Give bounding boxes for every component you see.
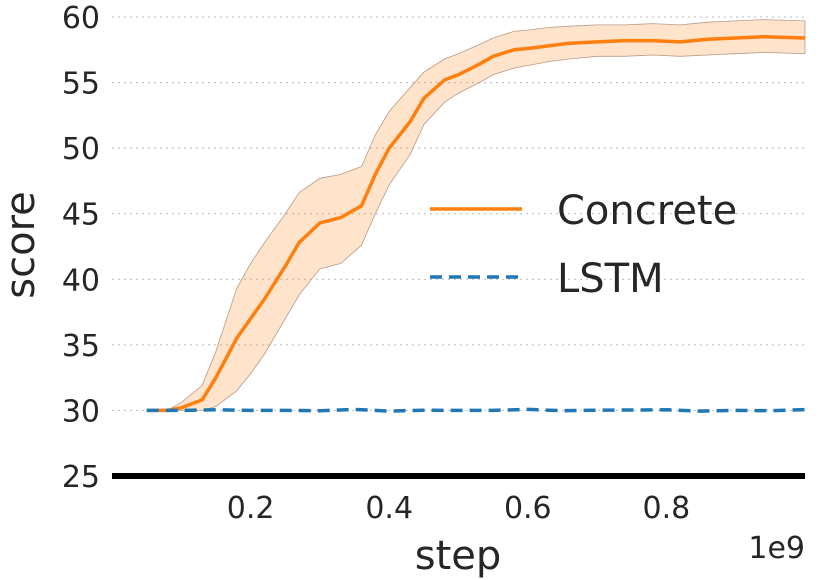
y-tick-labels: 25 30 35 40 45 50 55 60 bbox=[62, 1, 100, 495]
legend: Concrete LSTM bbox=[430, 188, 737, 302]
legend-label-concrete: Concrete bbox=[557, 188, 737, 234]
grid-layer bbox=[112, 16, 805, 411]
x-tick-label-0.8: 0.8 bbox=[643, 491, 691, 526]
y-tick-label-25: 25 bbox=[62, 460, 100, 495]
y-tick-label-55: 55 bbox=[62, 67, 100, 102]
y-tick-label-45: 45 bbox=[62, 198, 100, 233]
x-tick-labels: 0.2 0.4 0.6 0.8 bbox=[227, 491, 691, 526]
y-tick-label-30: 30 bbox=[62, 394, 100, 429]
x-tick-label-0.4: 0.4 bbox=[365, 491, 413, 526]
y-tick-label-60: 60 bbox=[62, 1, 100, 36]
series-line-concrete bbox=[146, 34, 806, 413]
legend-label-lstm: LSTM bbox=[557, 256, 664, 302]
y-tick-label-50: 50 bbox=[62, 132, 100, 167]
x-tick-label-0.6: 0.6 bbox=[504, 491, 552, 526]
y-tick-label-35: 35 bbox=[62, 329, 100, 364]
y-tick-label-40: 40 bbox=[62, 263, 100, 298]
y-axis-label: score bbox=[0, 191, 44, 298]
x-offset-label: 1e9 bbox=[748, 531, 805, 566]
x-axis-label: step bbox=[415, 533, 502, 579]
x-tick-label-0.2: 0.2 bbox=[227, 491, 275, 526]
series-layer bbox=[146, 34, 806, 413]
series-line-lstm bbox=[146, 407, 806, 413]
